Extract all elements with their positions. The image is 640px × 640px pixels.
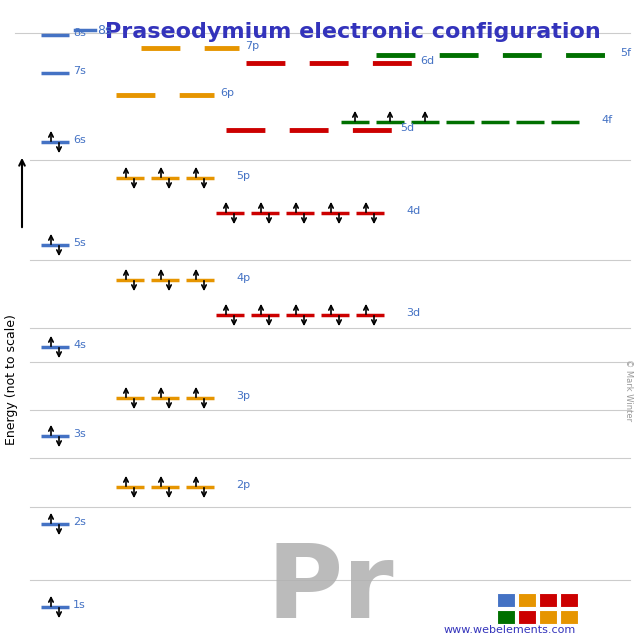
Bar bbox=[560, 610, 578, 624]
Text: 4s: 4s bbox=[73, 340, 86, 350]
Bar bbox=[497, 593, 515, 607]
Bar bbox=[497, 610, 515, 624]
Bar bbox=[518, 610, 536, 624]
Text: 5p: 5p bbox=[236, 171, 250, 181]
Text: 8s: 8s bbox=[97, 24, 111, 36]
Text: 3p: 3p bbox=[236, 391, 250, 401]
Text: 1s: 1s bbox=[73, 600, 86, 610]
Text: Energy (not to scale): Energy (not to scale) bbox=[6, 315, 19, 445]
Text: 4f: 4f bbox=[601, 115, 612, 125]
Text: 8s: 8s bbox=[73, 28, 86, 38]
Bar bbox=[518, 593, 536, 607]
Bar bbox=[539, 610, 557, 624]
Bar bbox=[539, 593, 557, 607]
Text: 4d: 4d bbox=[406, 206, 420, 216]
Text: 2s: 2s bbox=[73, 517, 86, 527]
Text: 6p: 6p bbox=[220, 88, 234, 98]
Text: 4p: 4p bbox=[236, 273, 250, 283]
Text: www.webelements.com: www.webelements.com bbox=[444, 625, 576, 635]
Text: 5d: 5d bbox=[400, 123, 414, 133]
Text: 6d: 6d bbox=[420, 56, 434, 66]
Text: © Mark Winter: © Mark Winter bbox=[623, 359, 632, 421]
Text: 3s: 3s bbox=[73, 429, 86, 439]
Text: 5s: 5s bbox=[73, 238, 86, 248]
Text: 6s: 6s bbox=[73, 135, 86, 145]
Bar bbox=[560, 593, 578, 607]
Text: 5f: 5f bbox=[620, 48, 631, 58]
Text: 7p: 7p bbox=[245, 41, 259, 51]
Text: 3d: 3d bbox=[406, 308, 420, 318]
Text: 2p: 2p bbox=[236, 480, 250, 490]
Text: Praseodymium electronic configuration: Praseodymium electronic configuration bbox=[105, 22, 601, 42]
Text: Pr: Pr bbox=[266, 540, 394, 640]
Text: 7s: 7s bbox=[73, 66, 86, 76]
